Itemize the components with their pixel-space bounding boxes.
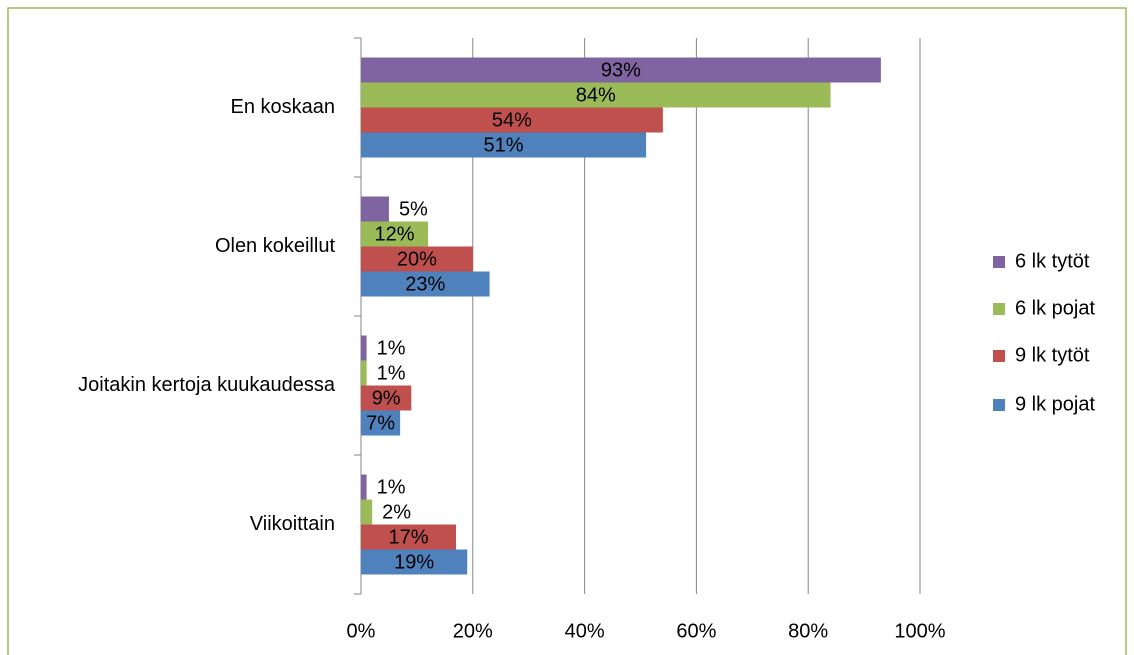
data-label: 2% xyxy=(382,501,411,523)
data-label: 9% xyxy=(372,387,401,409)
legend-label: 9 lk pojat xyxy=(1015,393,1095,415)
bar xyxy=(361,246,473,272)
x-tick-label: 0% xyxy=(347,620,376,642)
bar xyxy=(361,271,490,297)
data-label: 17% xyxy=(388,526,428,548)
data-label: 1% xyxy=(377,362,406,384)
data-label: 19% xyxy=(394,551,434,573)
x-tick-label: 80% xyxy=(788,620,828,642)
legend-swatch xyxy=(993,350,1005,362)
legend-swatch xyxy=(993,303,1005,315)
legend-swatch xyxy=(993,399,1005,411)
data-label: 23% xyxy=(405,273,445,295)
data-label: 20% xyxy=(397,248,437,270)
data-label: 51% xyxy=(484,134,524,156)
legend-label: 6 lk pojat xyxy=(1015,297,1095,319)
legend-swatch xyxy=(993,256,1005,268)
data-label: 5% xyxy=(399,198,428,220)
bar xyxy=(361,107,663,133)
x-tick-label: 20% xyxy=(453,620,493,642)
y-tick-label: Joitakin kertoja kuukaudessa xyxy=(78,374,336,396)
data-label: 1% xyxy=(377,337,406,359)
x-tick-label: 60% xyxy=(676,620,716,642)
bar xyxy=(361,57,881,83)
bar xyxy=(361,499,373,525)
bar xyxy=(361,82,831,108)
data-label: 84% xyxy=(576,84,616,106)
y-tick-label: Viikoittain xyxy=(250,513,335,535)
bar xyxy=(361,385,412,411)
data-label: 12% xyxy=(375,223,415,245)
bar xyxy=(361,132,647,158)
legend-label: 9 lk tytöt xyxy=(1015,344,1090,366)
bar xyxy=(361,549,468,575)
data-label: 1% xyxy=(377,476,406,498)
bar xyxy=(361,360,367,386)
data-label: 54% xyxy=(492,109,532,131)
y-tick-label: Olen kokeillut xyxy=(215,235,336,257)
bar xyxy=(361,221,429,247)
x-tick-label: 40% xyxy=(565,620,605,642)
frame xyxy=(7,7,1127,655)
bar xyxy=(361,524,457,550)
bar xyxy=(361,196,389,222)
data-label: 93% xyxy=(601,59,641,81)
bar xyxy=(361,474,367,500)
y-tick-label: En koskaan xyxy=(230,96,335,118)
data-label: 7% xyxy=(366,412,395,434)
x-tick-label: 100% xyxy=(894,620,945,642)
bar xyxy=(361,410,401,436)
legend-label: 6 lk tytöt xyxy=(1015,250,1090,272)
bar xyxy=(361,335,367,361)
